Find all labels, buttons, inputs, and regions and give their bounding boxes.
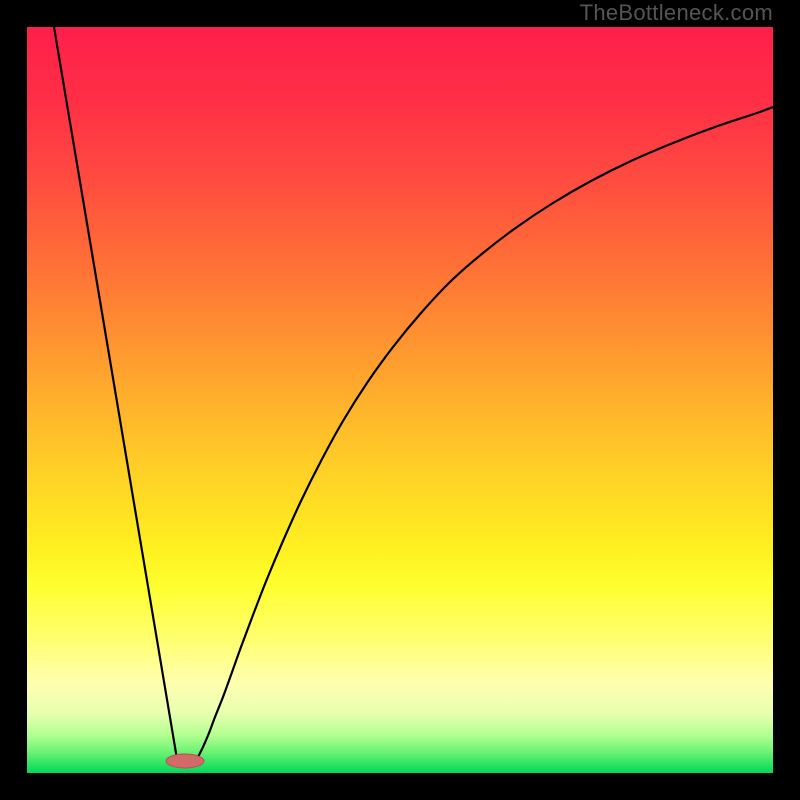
minimum-marker [166,754,204,768]
plot-area [27,27,773,773]
chart-container: TheBottleneck.com [0,0,800,800]
gradient-background [27,27,773,773]
bottleneck-chart [27,27,773,773]
watermark-text: TheBottleneck.com [580,0,773,26]
